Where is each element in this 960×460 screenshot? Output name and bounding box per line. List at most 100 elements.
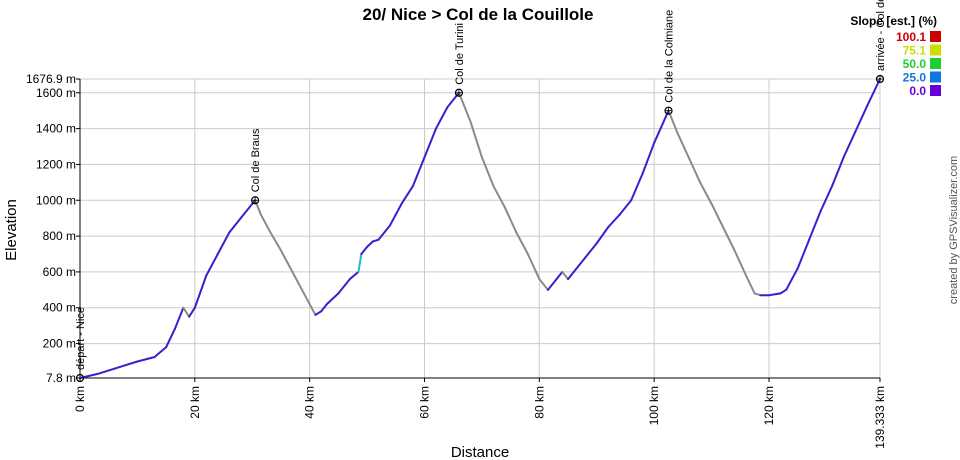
profile-segment: [480, 156, 495, 187]
waypoint-label: Col de Braus: [250, 128, 262, 192]
profile-segment: [320, 303, 328, 313]
x-tick-label: 40 km: [303, 386, 317, 419]
profile-segment: [165, 328, 176, 349]
y-tick-label: 1000 m: [36, 193, 76, 207]
profile-segment: [831, 156, 845, 187]
waypoint-label: départ - Nice: [75, 307, 87, 370]
profile-segment: [676, 131, 690, 159]
profile-segment: [302, 292, 317, 316]
y-tick-label: 800 m: [43, 229, 76, 243]
profile-segment: [567, 270, 575, 281]
profile-segment: [259, 213, 271, 232]
chart-title: 20/ Nice > Col de la Couillole: [363, 5, 594, 24]
y-ticks: 7.8 m 200 m 400 m 600 m 800 m 1000 m 1200 m 140…: [26, 72, 80, 385]
credit-text: created by GPSVisualizer.com: [948, 156, 960, 304]
profile-segment: [555, 270, 564, 281]
axes: [79, 79, 880, 379]
profile-segment: [572, 256, 587, 273]
profile-segment: [254, 199, 262, 216]
profile-segment: [546, 278, 558, 291]
profile-segment: [193, 274, 208, 309]
legend-swatch: [930, 44, 941, 56]
profile-segment: [136, 356, 156, 363]
profile-segment: [526, 253, 541, 281]
profile-segment: [279, 249, 294, 273]
legend-item-label: 75.1: [903, 44, 927, 58]
profile-segment: [618, 199, 633, 216]
profile-segment: [607, 213, 621, 229]
profile-segment: [389, 213, 397, 227]
profile-segment: [400, 184, 415, 205]
profile-segment: [377, 224, 392, 241]
legend-item-label: 50.0: [903, 57, 927, 71]
profile-segment: [205, 253, 219, 277]
profile-segment: [360, 245, 369, 256]
profile-segment: [357, 253, 363, 273]
legend-swatch: [930, 31, 941, 42]
waypoint-label: Col de Turini: [454, 23, 466, 85]
y-tick-label: 200 m: [43, 337, 76, 351]
profile-segment: [785, 267, 799, 291]
x-axis-label: Distance: [451, 444, 509, 460]
profile-segment: [423, 127, 437, 159]
profile-segment: [325, 292, 340, 306]
profile-segment: [865, 78, 881, 109]
legend-item-label: 0.0: [909, 84, 926, 98]
profile-segment: [653, 109, 670, 144]
profile-segment: [228, 217, 242, 234]
grid: [79, 78, 881, 379]
x-tick-label: 0 km: [73, 386, 87, 412]
legend-swatch: [930, 85, 941, 96]
y-tick-label: 600 m: [43, 265, 76, 279]
profile-segment: [561, 270, 570, 281]
profile-segment: [854, 106, 868, 134]
profile-segment: [699, 181, 713, 205]
profile-segment: [371, 238, 380, 243]
y-tick-label: 1200 m: [36, 157, 76, 171]
profile-segment: [412, 156, 426, 187]
profile-segment: [767, 292, 782, 297]
profile-segment: [687, 156, 702, 184]
x-tick-label: 120 km: [762, 386, 776, 425]
profile-segment: [124, 360, 139, 367]
profile-segment: [753, 292, 762, 297]
profile-segment: [337, 278, 351, 295]
y-tick-label: 7.8 m: [46, 371, 76, 385]
y-tick-label: 1676.9 m: [26, 72, 76, 86]
profile-segment: [584, 242, 598, 259]
legend-title: Slope [est.] (%): [850, 14, 937, 28]
x-tick-label: 60 km: [417, 386, 431, 419]
profile-segment: [469, 120, 483, 159]
profile-segment: [173, 306, 185, 331]
x-tick-label: 20 km: [188, 386, 202, 419]
y-tick-label: 400 m: [43, 301, 76, 315]
profile-segment: [733, 249, 748, 277]
profile-segment: [216, 231, 231, 256]
profile-segment: [641, 141, 656, 175]
profile-segment: [710, 202, 725, 229]
profile-segment: [366, 240, 374, 248]
profile-segment: [96, 367, 116, 376]
profile-segment: [188, 306, 196, 318]
profile-segment: [394, 202, 403, 216]
waypoint-label: Col de la Colmiane: [664, 10, 676, 103]
legend-swatch: [930, 58, 941, 69]
profile-segment: [113, 364, 127, 370]
profile-segment: [515, 231, 529, 256]
profile-segment: [808, 210, 822, 241]
legend-item-label: 100.1: [896, 30, 926, 44]
slope-legend: Slope [est.] (%) 100.175.150.025.00.0: [850, 14, 941, 98]
profile-segment: [492, 184, 506, 209]
profile-segment: [538, 278, 549, 291]
legend-swatch: [930, 71, 941, 83]
profile-segment: [446, 91, 460, 109]
x-ticks: 0 km 20 km 40 km 60 km 80 km 100 km 120 km 139.…: [73, 378, 887, 449]
waypoints: départ - Nice Col de Braus Col de Turini Co…: [75, 0, 887, 383]
x-tick-label: 80 km: [532, 386, 546, 419]
y-tick-label: 1400 m: [36, 122, 76, 136]
profile-segment: [595, 226, 610, 245]
profile-segment: [348, 270, 360, 281]
y-tick-label: 1600 m: [36, 86, 76, 100]
legend-item-label: 25.0: [903, 71, 927, 85]
profile-segment: [291, 270, 305, 295]
